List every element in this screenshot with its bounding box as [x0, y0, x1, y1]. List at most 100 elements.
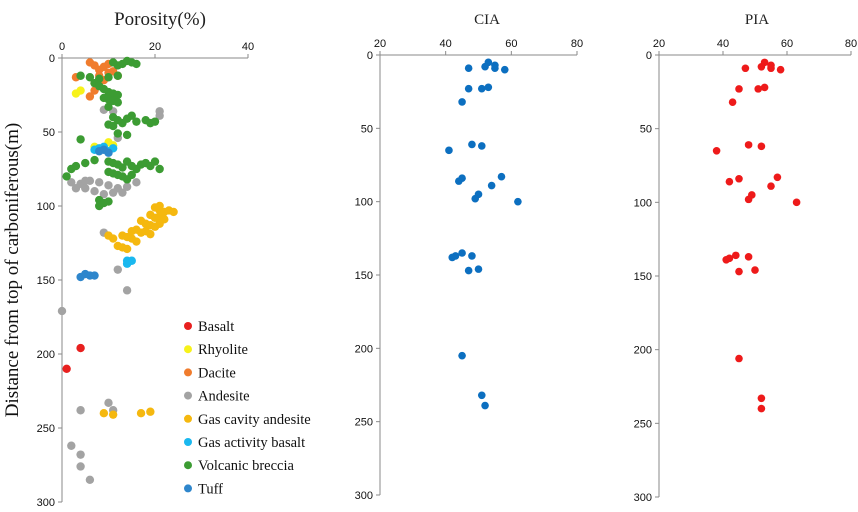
cia-title: CIA [474, 12, 500, 28]
pia-y-tick-label: 200 [634, 345, 652, 357]
pia-point [760, 83, 769, 92]
cia-y-tick-label: 150 [355, 270, 373, 282]
pia-point [735, 85, 743, 93]
legend-label-dacite: Dacite [198, 365, 236, 381]
point-volcanic-breccia [104, 197, 113, 206]
pia-point [773, 173, 782, 182]
point-basalt [76, 343, 85, 353]
pia-point [735, 267, 743, 276]
pia-point [744, 253, 753, 261]
porosity-y-tick-label: 250 [37, 423, 55, 435]
cia-y-tick-label: 300 [355, 490, 373, 502]
legend-label-rhyolite: Rhyolite [198, 342, 248, 358]
pia-point [735, 354, 743, 363]
pia-point [767, 64, 775, 73]
point-andesite [71, 184, 81, 193]
cia-point [481, 401, 489, 410]
legend-marker-andesite [184, 391, 192, 400]
point-gas-cavity-andesite [127, 226, 136, 236]
point-volcanic-breccia [118, 163, 127, 172]
point-volcanic-breccia [155, 164, 164, 174]
point-volcanic-breccia [95, 201, 104, 211]
pia-point [732, 251, 740, 260]
pia-point [757, 142, 766, 151]
legend-marker-gas-cavity-andesite [184, 414, 192, 423]
point-volcanic-breccia [104, 102, 113, 112]
point-gas-cavity-andesite [99, 409, 109, 418]
cia-point [464, 64, 473, 72]
point-gas-cavity-andesite [155, 201, 164, 211]
point-gas-cavity-andesite [155, 219, 164, 228]
cia-x-tick-label: 40 [440, 38, 452, 50]
cia-point [481, 62, 489, 71]
point-gas-cavity-andesite [169, 207, 178, 217]
point-andesite [81, 176, 90, 186]
pia-point [776, 65, 785, 74]
point-volcanic-breccia [150, 117, 160, 126]
pia-point [757, 394, 766, 403]
pia-point [744, 195, 753, 204]
cia-point [468, 252, 476, 260]
pia-y-tick-label: 300 [634, 492, 652, 504]
legend-marker-rhyolite [184, 345, 192, 354]
point-andesite [104, 398, 113, 408]
pia-point [722, 255, 730, 264]
legend-marker-volcanic-breccia [184, 461, 192, 470]
legend-label-andesite: Andesite [198, 389, 250, 405]
point-volcanic-breccia [127, 111, 136, 120]
pia-y-tick-label: 100 [634, 197, 652, 209]
cia-y-tick-label: 100 [355, 197, 373, 209]
pia-x-tick-label: 40 [717, 38, 729, 50]
legend-label-basalt: Basalt [198, 319, 234, 335]
pia-y-tick-label: 150 [634, 271, 652, 283]
porosity-x-tick-label: 20 [149, 41, 161, 53]
porosity-legend: Basalt Rhyolite Dacite Andesite Gas cavity a… [184, 319, 311, 497]
legend-marker-basalt [184, 322, 192, 330]
point-tuff [95, 147, 104, 156]
pia-point [792, 198, 801, 207]
cia-x-tick-label: 20 [374, 38, 386, 50]
cia-point [445, 146, 453, 155]
porosity-y-tick-label: 50 [43, 127, 55, 139]
cia-point [491, 64, 499, 72]
point-andesite [122, 182, 132, 191]
cia-panel: CIA 20 40 60 80 0 50 100 150 200 250 300 [355, 12, 583, 502]
cia-x-tick-label: 80 [571, 38, 583, 50]
point-gas-cavity-andesite [146, 229, 155, 239]
point-volcanic-breccia [113, 98, 123, 107]
point-andesite [104, 181, 113, 190]
pia-title: PIA [745, 12, 769, 28]
porosity-x-tick-label: 40 [242, 41, 254, 53]
point-andesite [122, 286, 132, 295]
cia-point [464, 266, 473, 275]
point-andesite [132, 178, 141, 187]
porosity-panel: Porosity(%) Distance from top of carboni… [2, 9, 311, 509]
point-tuff [104, 148, 113, 157]
point-gas-activity-basalt [127, 256, 136, 265]
point-rhyolite [76, 86, 85, 95]
legend-label-gas-activity-basalt: Gas activity basalt [198, 435, 305, 451]
point-andesite [76, 406, 85, 415]
porosity-y-tick-label: 0 [49, 53, 55, 65]
legend-label-gas-cavity-andesite: Gas cavity andesite [198, 412, 311, 428]
cia-point [468, 140, 476, 149]
point-andesite [76, 462, 85, 471]
point-andesite [67, 178, 76, 187]
point-volcanic-breccia [108, 121, 118, 131]
cia-point [448, 253, 457, 262]
cia-point [514, 197, 522, 206]
point-andesite [113, 265, 123, 274]
cia-point [458, 351, 466, 360]
pia-point [735, 174, 743, 183]
cia-point [477, 84, 486, 93]
point-volcanic-breccia [113, 90, 123, 100]
porosity-x-tick-label: 0 [59, 41, 65, 53]
point-volcanic-breccia [122, 130, 132, 140]
pia-y-tick-label: 0 [646, 50, 652, 62]
cia-point [477, 142, 486, 150]
point-andesite [90, 187, 99, 196]
point-volcanic-breccia [62, 172, 71, 181]
pia-point [757, 62, 766, 71]
pia-y-tick-label: 50 [640, 124, 652, 136]
